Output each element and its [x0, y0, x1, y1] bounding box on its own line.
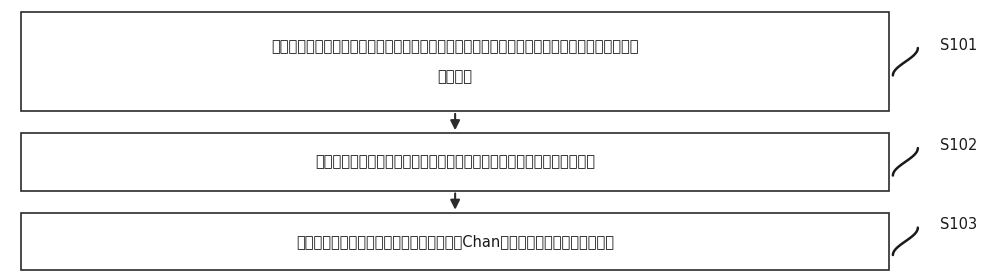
FancyBboxPatch shape [21, 133, 889, 191]
Text: 预先获取模拟辐射源发射出的短波到达接收站的群路径与模拟辐射源离接收站之间的直线距离的: 预先获取模拟辐射源发射出的短波到达接收站的群路径与模拟辐射源离接收站之间的直线距… [271, 39, 639, 54]
Text: S102: S102 [940, 138, 977, 153]
Text: 根据所述转换系数以及所述时差数据，利用Chan算法计算出目标辐射源的坐标: 根据所述转换系数以及所述时差数据，利用Chan算法计算出目标辐射源的坐标 [296, 234, 614, 249]
Text: 接收目标辐射源的短波信号，并测量出目标辐射源到各接收站的时差数据: 接收目标辐射源的短波信号，并测量出目标辐射源到各接收站的时差数据 [315, 154, 595, 169]
Text: S103: S103 [940, 217, 977, 232]
FancyBboxPatch shape [21, 212, 889, 270]
Text: 转换系数: 转换系数 [438, 69, 473, 84]
Text: S101: S101 [940, 38, 977, 53]
FancyBboxPatch shape [21, 12, 889, 111]
